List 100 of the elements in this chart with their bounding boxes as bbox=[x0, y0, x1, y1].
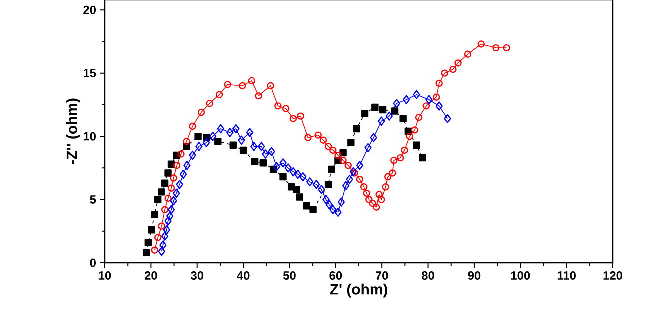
point bbox=[413, 142, 420, 150]
point bbox=[161, 206, 169, 214]
point bbox=[376, 191, 383, 198]
point bbox=[312, 180, 320, 190]
point bbox=[164, 170, 172, 177]
point bbox=[342, 181, 350, 190]
point bbox=[326, 200, 334, 210]
point bbox=[180, 170, 188, 180]
point bbox=[260, 160, 268, 167]
point bbox=[148, 226, 156, 234]
point bbox=[436, 80, 443, 88]
point bbox=[415, 114, 423, 122]
y-tick-label: 0 bbox=[90, 258, 96, 268]
point bbox=[401, 146, 408, 154]
point bbox=[154, 196, 162, 204]
point bbox=[334, 208, 342, 218]
point bbox=[203, 138, 210, 148]
point bbox=[250, 142, 258, 152]
x-tick-label: 90 bbox=[468, 272, 481, 280]
point bbox=[450, 66, 457, 74]
point bbox=[303, 202, 310, 210]
y-tick-label: 20 bbox=[84, 6, 96, 14]
point bbox=[255, 92, 262, 100]
x-tick-label: 60 bbox=[330, 272, 342, 280]
point bbox=[338, 198, 346, 207]
point bbox=[294, 170, 302, 180]
point bbox=[164, 216, 172, 226]
point bbox=[240, 146, 248, 154]
point bbox=[296, 194, 304, 201]
point bbox=[436, 102, 443, 111]
x-tick-label: 100 bbox=[511, 272, 530, 280]
point bbox=[356, 176, 364, 184]
point bbox=[226, 128, 234, 138]
point bbox=[411, 126, 418, 134]
point bbox=[344, 162, 352, 170]
point bbox=[274, 102, 282, 110]
point bbox=[280, 173, 287, 181]
point bbox=[314, 132, 322, 139]
point bbox=[372, 104, 379, 112]
point bbox=[158, 188, 166, 196]
point bbox=[206, 100, 214, 108]
x-tick-label: 120 bbox=[604, 272, 622, 280]
point bbox=[293, 186, 300, 194]
point bbox=[389, 170, 396, 177]
point bbox=[350, 167, 358, 177]
point bbox=[158, 222, 166, 230]
point bbox=[290, 167, 298, 177]
point bbox=[176, 180, 184, 190]
point bbox=[248, 77, 256, 85]
point bbox=[426, 95, 433, 104]
point bbox=[356, 161, 364, 170]
point bbox=[268, 147, 276, 156]
point bbox=[444, 114, 452, 124]
point bbox=[384, 173, 392, 181]
x-tick-label: 110 bbox=[558, 272, 576, 280]
x-tick-label: 50 bbox=[283, 272, 296, 280]
point bbox=[390, 156, 398, 164]
x-tick-label: 30 bbox=[191, 272, 204, 280]
point bbox=[290, 115, 298, 122]
point bbox=[379, 106, 387, 114]
point bbox=[340, 156, 347, 164]
point bbox=[322, 195, 330, 204]
x-axis-title: Z' (ohm) bbox=[330, 284, 388, 298]
point bbox=[464, 50, 472, 58]
point bbox=[239, 82, 246, 90]
y-axis-title: -Z'' (ohm) bbox=[66, 98, 80, 164]
point bbox=[184, 161, 191, 170]
point bbox=[170, 196, 178, 206]
point bbox=[382, 184, 390, 191]
point bbox=[360, 184, 368, 191]
point bbox=[324, 143, 332, 150]
point bbox=[251, 158, 259, 166]
point bbox=[172, 188, 180, 198]
point bbox=[432, 94, 440, 101]
point bbox=[216, 91, 224, 98]
point bbox=[166, 212, 174, 221]
x-tick-label: 70 bbox=[376, 272, 388, 280]
x-tick-label: 80 bbox=[422, 272, 434, 280]
point bbox=[492, 44, 500, 52]
point bbox=[391, 108, 399, 115]
point bbox=[378, 196, 386, 204]
point bbox=[154, 234, 162, 242]
point bbox=[163, 226, 170, 235]
point bbox=[363, 190, 370, 198]
point bbox=[370, 133, 378, 142]
y-tick-label: 15 bbox=[84, 69, 96, 78]
point bbox=[170, 174, 178, 182]
point bbox=[297, 112, 304, 120]
point bbox=[353, 125, 360, 133]
point bbox=[189, 122, 196, 130]
point bbox=[324, 181, 332, 188]
point bbox=[348, 139, 355, 146]
point bbox=[142, 249, 150, 256]
point bbox=[330, 205, 337, 214]
y-tick-label: 10 bbox=[84, 132, 96, 141]
point bbox=[183, 138, 190, 146]
point bbox=[300, 172, 307, 182]
point bbox=[304, 134, 312, 142]
point bbox=[306, 177, 314, 187]
point bbox=[164, 194, 172, 202]
